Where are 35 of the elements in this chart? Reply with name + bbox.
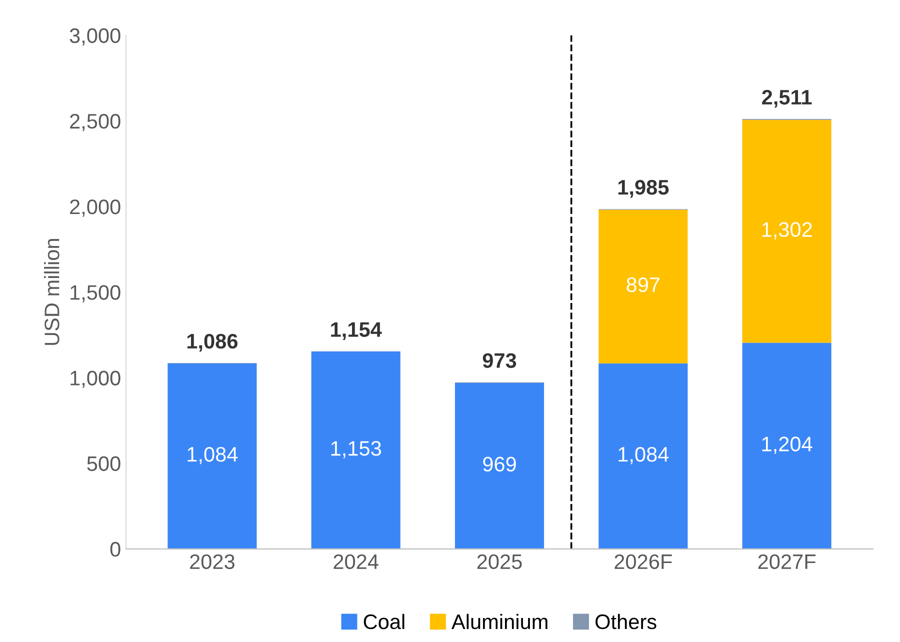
- data-label: 1,204: [762, 436, 812, 454]
- bar: [598, 363, 688, 549]
- data-label: 897: [626, 277, 660, 292]
- bar: [742, 120, 832, 343]
- y-tick-label: 2,000: [70, 200, 120, 217]
- y-tick-label: 3,000: [70, 28, 120, 46]
- y-tick-label: 500: [87, 456, 120, 472]
- total-label: 1,086: [187, 334, 238, 352]
- legend-label: Aluminium: [452, 614, 548, 630]
- legend-label: Others: [596, 614, 656, 630]
- bar: [454, 383, 544, 549]
- x-tick-label: 2026F: [614, 554, 672, 570]
- x-tick-label: 2027F: [758, 554, 816, 570]
- bar: [311, 352, 400, 549]
- y-tick-label: 1,500: [70, 285, 120, 302]
- x-tick-label: 2025: [477, 554, 522, 570]
- x-tick-label: 2023: [190, 554, 234, 570]
- y-tick-label: 1,000: [70, 370, 120, 388]
- data-label: 1,302: [762, 222, 812, 240]
- y-tick-label: 2,500: [70, 114, 120, 132]
- bar: [168, 363, 257, 549]
- total-label: 2,511: [762, 90, 812, 108]
- total-label: 1,154: [331, 322, 382, 340]
- x-tick-label: 2024: [334, 554, 378, 570]
- data-label: 1,084: [188, 446, 238, 464]
- total-label: 1,985: [618, 180, 669, 198]
- y-tick-label: 0: [110, 542, 120, 557]
- bar: [598, 210, 688, 364]
- data-label: 1,084: [618, 446, 669, 464]
- data-label: 1,153: [331, 441, 381, 458]
- bar: [742, 342, 832, 549]
- total-label: 973: [482, 353, 516, 368]
- y-axis-title: USD million: [44, 239, 60, 345]
- legend-label: Coal: [364, 614, 404, 630]
- data-label: 969: [483, 456, 516, 472]
